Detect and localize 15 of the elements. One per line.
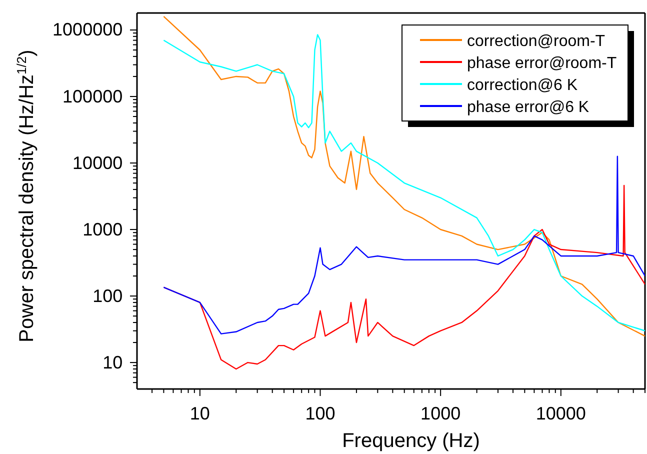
x-tick-label: 1000: [420, 404, 461, 424]
x-tick-label: 100: [305, 404, 336, 424]
x-axis-title: Frequency (Hz): [342, 430, 480, 452]
y-tick-label: 100: [92, 286, 123, 306]
y-tick-label: 10: [102, 352, 123, 372]
legend-label: correction@room-T: [467, 33, 606, 50]
y-tick-label: 100000: [62, 86, 123, 106]
legend-label: phase error@room-T: [467, 55, 617, 72]
legend-label: phase error@6 K: [467, 99, 590, 116]
x-tick-label: 10: [190, 404, 210, 424]
legend-label: correction@6 K: [467, 77, 578, 94]
y-tick-label: 1000000: [52, 20, 123, 40]
x-tick-label: 10000: [536, 404, 586, 424]
y-tick-label: 10000: [72, 152, 123, 173]
y-tick-label: 1000: [82, 219, 123, 240]
